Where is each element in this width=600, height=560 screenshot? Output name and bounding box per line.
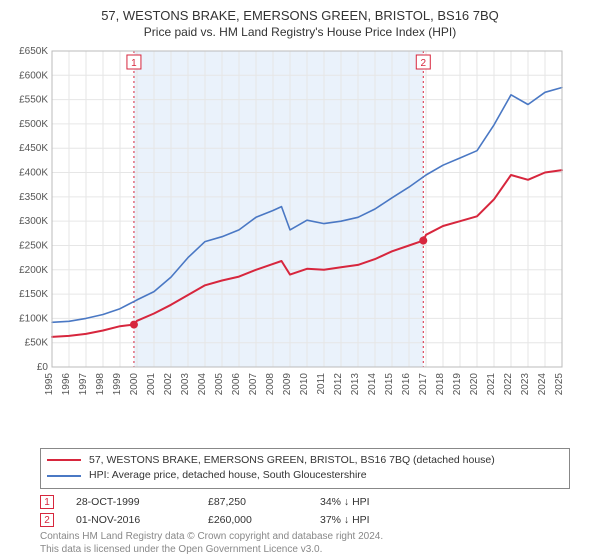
- svg-text:1995: 1995: [44, 373, 55, 396]
- svg-text:2016: 2016: [401, 373, 412, 396]
- attribution: Contains HM Land Registry data © Crown c…: [40, 531, 570, 556]
- svg-text:2002: 2002: [163, 373, 174, 396]
- svg-text:2021: 2021: [486, 373, 497, 396]
- svg-text:2011: 2011: [316, 373, 327, 395]
- svg-text:2006: 2006: [231, 373, 242, 396]
- svg-text:2008: 2008: [265, 373, 276, 396]
- svg-text:£400K: £400K: [19, 168, 48, 179]
- legend-swatch: [47, 459, 81, 461]
- svg-text:£0: £0: [37, 362, 49, 373]
- svg-text:2024: 2024: [537, 373, 548, 396]
- chart-svg: £0 £50K £100K £150K £200K £250K £300K £350K £400…: [10, 45, 570, 405]
- svg-text:1999: 1999: [112, 373, 123, 396]
- svg-text:2025: 2025: [554, 373, 565, 396]
- titles: 57, WESTONS BRAKE, EMERSONS GREEN, BRIST…: [10, 8, 590, 45]
- svg-text:£350K: £350K: [19, 192, 48, 203]
- footer: 57, WESTONS BRAKE, EMERSONS GREEN, BRIST…: [10, 444, 590, 557]
- svg-text:2004: 2004: [197, 373, 208, 396]
- svg-text:2022: 2022: [503, 373, 514, 396]
- svg-text:2018: 2018: [435, 373, 446, 396]
- svg-text:2001: 2001: [146, 373, 157, 396]
- title-sub: Price paid vs. HM Land Registry's House …: [10, 25, 590, 39]
- svg-text:£100K: £100K: [19, 313, 48, 324]
- transaction-date: 28-OCT-1999: [76, 496, 186, 508]
- transaction-date: 01-NOV-2016: [76, 514, 186, 526]
- svg-text:£450K: £450K: [19, 143, 48, 154]
- chart-container: 57, WESTONS BRAKE, EMERSONS GREEN, BRIST…: [0, 0, 600, 560]
- legend-swatch: [47, 475, 81, 477]
- svg-text:2017: 2017: [418, 373, 429, 396]
- svg-text:2019: 2019: [452, 373, 463, 396]
- svg-text:£200K: £200K: [19, 265, 48, 276]
- svg-text:2012: 2012: [333, 373, 344, 396]
- svg-text:2014: 2014: [367, 373, 378, 396]
- svg-text:2023: 2023: [520, 373, 531, 396]
- svg-text:£550K: £550K: [19, 95, 48, 106]
- svg-text:2000: 2000: [129, 373, 140, 396]
- transaction-delta: 34% ↓ HPI: [320, 496, 370, 508]
- transaction-markers: 1 28-OCT-1999 £87,250 34% ↓ HPI 2 01-NOV-2016…: [40, 495, 570, 527]
- svg-text:£250K: £250K: [19, 240, 48, 251]
- transaction-badge: 1: [40, 495, 54, 509]
- svg-text:£650K: £650K: [19, 46, 48, 57]
- legend-item: 57, WESTONS BRAKE, EMERSONS GREEN, BRIST…: [47, 453, 563, 469]
- transaction-delta: 37% ↓ HPI: [320, 514, 370, 526]
- svg-text:£500K: £500K: [19, 119, 48, 130]
- svg-text:£300K: £300K: [19, 216, 48, 227]
- plot-area: £0 £50K £100K £150K £200K £250K £300K £350K £400…: [10, 45, 590, 438]
- svg-text:2013: 2013: [350, 373, 361, 396]
- svg-text:2015: 2015: [384, 373, 395, 396]
- attribution-line1: Contains HM Land Registry data © Crown c…: [40, 531, 570, 544]
- svg-text:1996: 1996: [61, 373, 72, 396]
- legend-label: HPI: Average price, detached house, Sout…: [89, 468, 367, 484]
- svg-text:£600K: £600K: [19, 70, 48, 81]
- svg-text:1997: 1997: [78, 373, 89, 396]
- svg-text:£150K: £150K: [19, 289, 48, 300]
- svg-text:2020: 2020: [469, 373, 480, 396]
- legend: 57, WESTONS BRAKE, EMERSONS GREEN, BRIST…: [40, 448, 570, 490]
- transaction-row: 2 01-NOV-2016 £260,000 37% ↓ HPI: [40, 513, 570, 527]
- svg-text:2003: 2003: [180, 373, 191, 396]
- svg-text:£50K: £50K: [25, 338, 49, 349]
- transaction-price: £260,000: [208, 514, 298, 526]
- title-main: 57, WESTONS BRAKE, EMERSONS GREEN, BRIST…: [10, 8, 590, 23]
- transaction-price: £87,250: [208, 496, 298, 508]
- transaction-row: 1 28-OCT-1999 £87,250 34% ↓ HPI: [40, 495, 570, 509]
- svg-text:2005: 2005: [214, 373, 225, 396]
- svg-text:2007: 2007: [248, 373, 259, 396]
- svg-text:1998: 1998: [95, 373, 106, 396]
- svg-text:2: 2: [420, 58, 426, 69]
- legend-item: HPI: Average price, detached house, Sout…: [47, 468, 563, 484]
- svg-text:2010: 2010: [299, 373, 310, 396]
- legend-label: 57, WESTONS BRAKE, EMERSONS GREEN, BRIST…: [89, 453, 495, 469]
- svg-text:1: 1: [131, 58, 137, 69]
- svg-text:2009: 2009: [282, 373, 293, 396]
- attribution-line2: This data is licensed under the Open Gov…: [40, 544, 570, 557]
- transaction-badge: 2: [40, 513, 54, 527]
